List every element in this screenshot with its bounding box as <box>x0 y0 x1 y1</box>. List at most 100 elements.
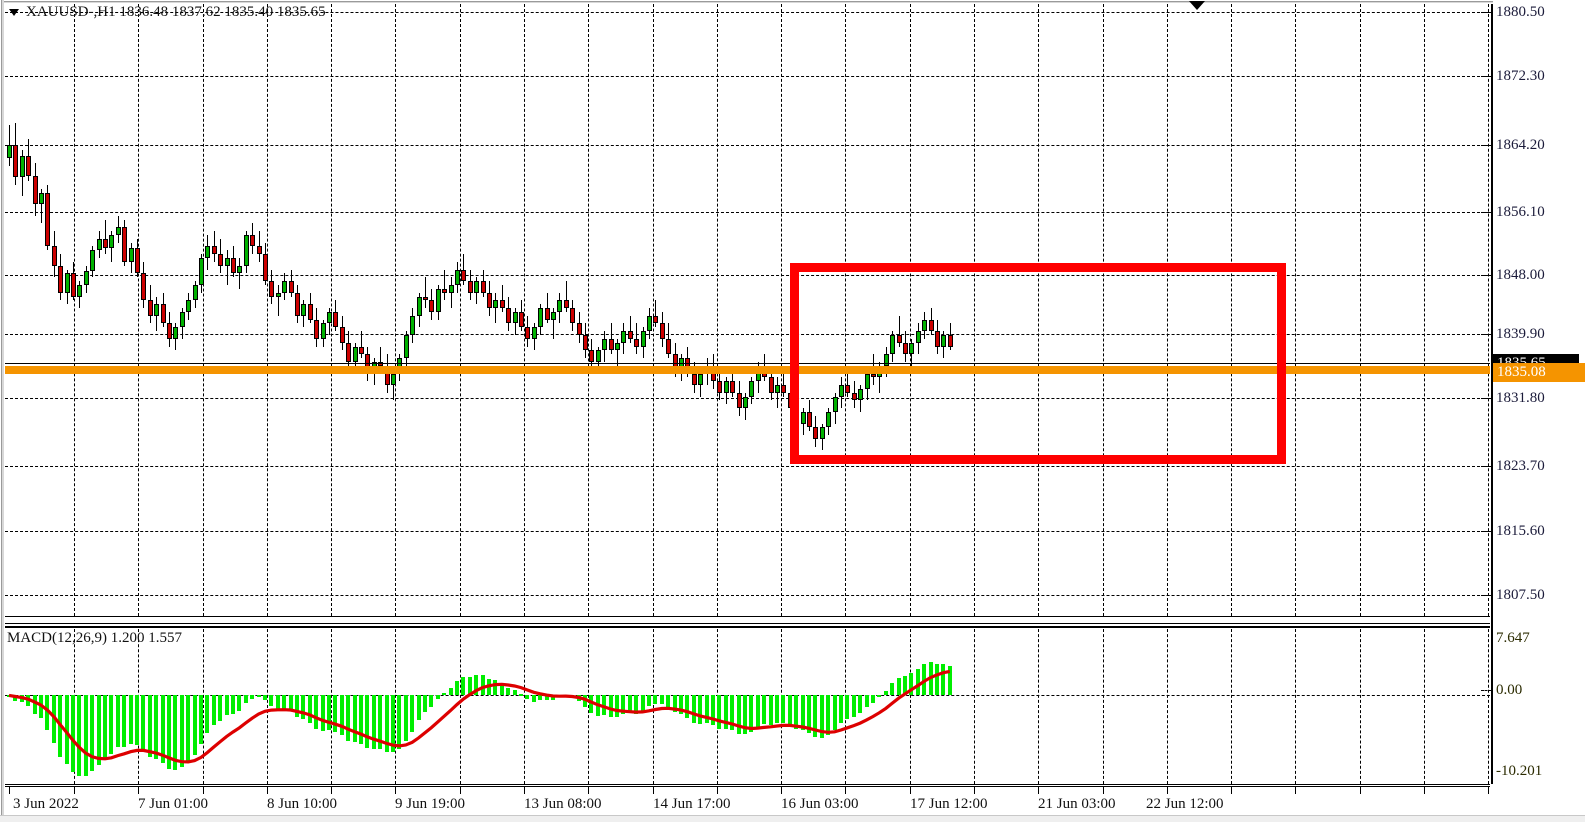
price-tick-dash <box>1481 76 1491 77</box>
gridline-vertical <box>524 4 525 616</box>
level-price-badge[interactable]: 1835.08 <box>1493 363 1585 382</box>
candle-body <box>493 300 498 309</box>
candle-body <box>346 342 351 362</box>
candle-body <box>33 175 38 205</box>
macd-histogram-bar <box>225 695 229 716</box>
macd-histogram-bar <box>212 695 216 726</box>
time-axis-tick <box>331 787 332 794</box>
macd-histogram-bar <box>653 695 657 704</box>
candle-body <box>929 319 934 332</box>
time-axis[interactable]: 3 Jun 2022 7 Jun 01:00 8 Jun 10:00 9 Jun 19… <box>5 787 1490 817</box>
macd-histogram-bar <box>493 680 497 696</box>
candle-body <box>391 373 396 386</box>
time-axis-tick <box>1488 787 1489 794</box>
candle-body <box>26 155 31 176</box>
candle-body <box>481 281 486 293</box>
macd-histogram-bar <box>500 682 504 696</box>
candle-body <box>538 308 543 328</box>
macd-histogram-bar <box>826 695 830 735</box>
macd-histogram-bar <box>77 695 81 777</box>
candle-body <box>826 412 831 428</box>
candle-body <box>525 327 530 339</box>
macd-histogram-bar <box>730 695 734 731</box>
candle-wick <box>361 331 362 359</box>
gridline-vertical <box>653 4 654 616</box>
candle-body <box>474 281 479 293</box>
gridline-vertical <box>845 4 846 616</box>
macd-histogram-bar <box>109 695 113 754</box>
range-box-annotation[interactable] <box>790 263 1286 464</box>
macd-histogram-bar <box>647 695 651 707</box>
macd-histogram-bar <box>449 687 453 696</box>
time-axis-tick <box>1103 787 1104 794</box>
candle-body <box>500 300 505 309</box>
support-level-line[interactable] <box>5 366 1490 374</box>
time-axis-tick <box>845 787 846 794</box>
candle-body <box>333 311 338 328</box>
gridline-vertical <box>203 629 204 784</box>
candle-body <box>647 315 652 332</box>
macd-histogram-bar <box>897 678 901 696</box>
macd-histogram-bar <box>916 669 920 696</box>
candle-body <box>353 346 358 362</box>
gridline-vertical <box>910 629 911 784</box>
last-price-line <box>5 363 1490 364</box>
gridline-vertical <box>395 4 396 616</box>
candle-body <box>577 323 582 336</box>
macd-histogram-bar <box>692 695 696 723</box>
candle-wick <box>899 315 900 347</box>
price-tick-label: 1880.50 <box>1496 4 1545 20</box>
macd-histogram-bar <box>820 695 824 738</box>
macd-indicator-label: MACD(12,26,9) 1.200 1.557 <box>7 630 182 646</box>
candle-body <box>154 304 159 316</box>
time-axis-tick <box>1231 787 1232 794</box>
candle-body <box>71 273 76 297</box>
candle-body <box>52 246 57 266</box>
candle-body <box>250 234 255 247</box>
gridline-vertical <box>910 4 911 616</box>
candle-wick <box>847 369 848 397</box>
triangle-down-marker-icon[interactable] <box>1189 1 1205 10</box>
candle-body <box>666 338 671 355</box>
time-axis-label: 22 Jun 12:00 <box>1146 796 1224 812</box>
price-tick-dash <box>1481 212 1491 213</box>
time-axis-tick <box>9 787 10 794</box>
candle-body <box>116 227 121 235</box>
time-axis-tick <box>974 787 975 794</box>
candle-body <box>801 412 806 424</box>
macd-histogram-bar <box>673 695 677 713</box>
price-chart-panel[interactable] <box>5 4 1490 616</box>
candle-body <box>513 311 518 324</box>
macd-histogram-bar <box>775 695 779 724</box>
candle-wick <box>617 338 618 366</box>
candle-body <box>135 248 140 274</box>
candle-body <box>237 265 242 274</box>
macd-histogram-bar <box>858 695 862 713</box>
macd-histogram-bar <box>698 695 702 725</box>
triangle-down-icon[interactable] <box>9 9 19 16</box>
time-axis-tick <box>653 787 654 794</box>
macd-histogram-bar <box>481 675 485 696</box>
candle-body <box>922 319 927 332</box>
macd-histogram-bar <box>429 695 433 707</box>
macd-histogram-bar <box>33 695 37 714</box>
macd-histogram-bar <box>308 695 312 723</box>
macd-histogram-bar <box>346 695 350 741</box>
gridline-vertical <box>460 4 461 616</box>
price-scale[interactable] <box>1493 0 1585 800</box>
candle-body <box>545 308 550 320</box>
macd-histogram-bar <box>615 695 619 717</box>
macd-histogram-bar <box>513 689 517 696</box>
macd-histogram-bar <box>743 695 747 735</box>
macd-indicator-panel[interactable] <box>5 629 1490 784</box>
candle-wick <box>41 188 42 224</box>
price-tick-label: 1839.90 <box>1496 326 1545 342</box>
candle-wick <box>105 219 106 255</box>
candle-body <box>845 385 850 393</box>
macd-histogram-bar <box>948 666 952 696</box>
chart-symbol-text: XAUUSD-,H1 1836.48 1837.62 1835.40 1835.… <box>26 4 326 20</box>
macd-histogram-bar <box>321 695 325 732</box>
macd-histogram-bar <box>436 695 440 699</box>
gridline-vertical <box>1038 4 1039 616</box>
candle-body <box>820 427 825 439</box>
